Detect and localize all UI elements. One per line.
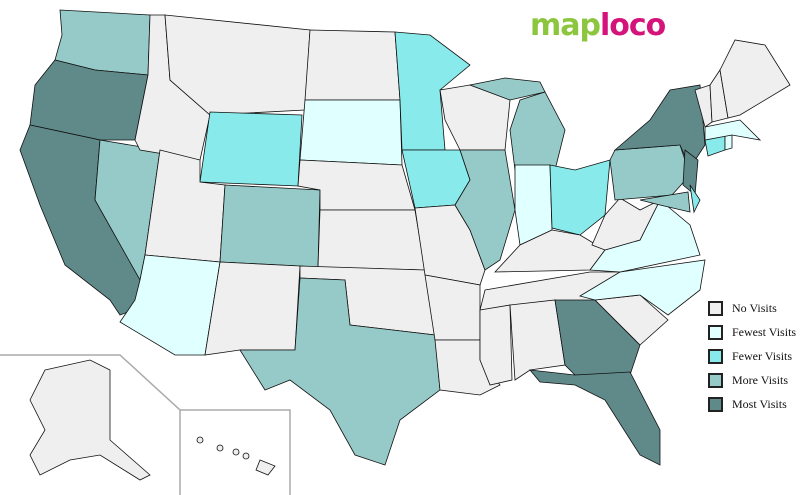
legend-item-fewer: Fewer Visits	[708, 344, 796, 368]
legend-swatch	[708, 348, 723, 364]
logo-part-map: map	[530, 8, 601, 43]
state-mi[interactable]	[468, 77, 546, 101]
state-il[interactable]	[454, 149, 516, 271]
state-wy[interactable]	[199, 111, 303, 187]
state-ky[interactable]	[494, 229, 606, 273]
legend-item-more: More Visits	[708, 368, 796, 392]
state-wv[interactable]	[591, 197, 661, 251]
state-mt[interactable]	[164, 14, 311, 116]
state-me[interactable]	[719, 39, 791, 119]
state-co[interactable]	[219, 184, 321, 268]
state-ar[interactable]	[424, 274, 481, 341]
state-hi[interactable]	[255, 459, 276, 476]
state-hi-island[interactable]	[242, 452, 250, 460]
state-hi-island[interactable]	[196, 436, 204, 444]
state-mi[interactable]	[509, 91, 566, 171]
state-mn[interactable]	[394, 31, 471, 151]
legend-item-fewest: Fewest Visits	[708, 320, 796, 344]
legend-swatch	[708, 300, 723, 316]
state-nc[interactable]	[578, 259, 706, 316]
state-ms[interactable]	[479, 304, 513, 386]
state-pa[interactable]	[609, 144, 691, 201]
legend-swatch	[708, 324, 723, 340]
state-nd[interactable]	[304, 29, 401, 101]
maploco-logo: maploco	[530, 8, 666, 43]
state-ri[interactable]	[724, 134, 733, 151]
state-md[interactable]	[639, 191, 691, 213]
state-sd[interactable]	[299, 99, 403, 166]
state-or[interactable]	[29, 59, 149, 141]
logo-part-loco: loco	[599, 8, 666, 43]
state-ma[interactable]	[704, 119, 762, 141]
state-hi-island[interactable]	[216, 444, 224, 452]
legend-item-none: No Visits	[708, 296, 796, 320]
legend-item-most: Most Visits	[708, 392, 796, 416]
legend-label: No Visits	[732, 300, 777, 315]
state-tx[interactable]	[239, 277, 441, 466]
state-nm[interactable]	[204, 261, 301, 356]
legend-label: Fewest Visits	[732, 324, 797, 339]
state-ks[interactable]	[317, 209, 426, 271]
inset-frame-line	[180, 409, 291, 495]
legend-label: Most Visits	[732, 396, 787, 411]
state-al[interactable]	[509, 299, 566, 381]
state-ak[interactable]	[29, 359, 151, 481]
legend-label: Fewer Visits	[732, 348, 793, 363]
state-fl[interactable]	[529, 369, 661, 466]
legend-label: More Visits	[732, 372, 789, 387]
legend-swatch	[708, 372, 723, 388]
legend-swatch	[708, 396, 723, 412]
inset-frame-line	[0, 354, 181, 495]
state-hi-island[interactable]	[232, 448, 240, 456]
legend: No Visits Fewest Visits Fewer Visits Mor…	[708, 296, 796, 416]
state-de[interactable]	[689, 184, 701, 214]
